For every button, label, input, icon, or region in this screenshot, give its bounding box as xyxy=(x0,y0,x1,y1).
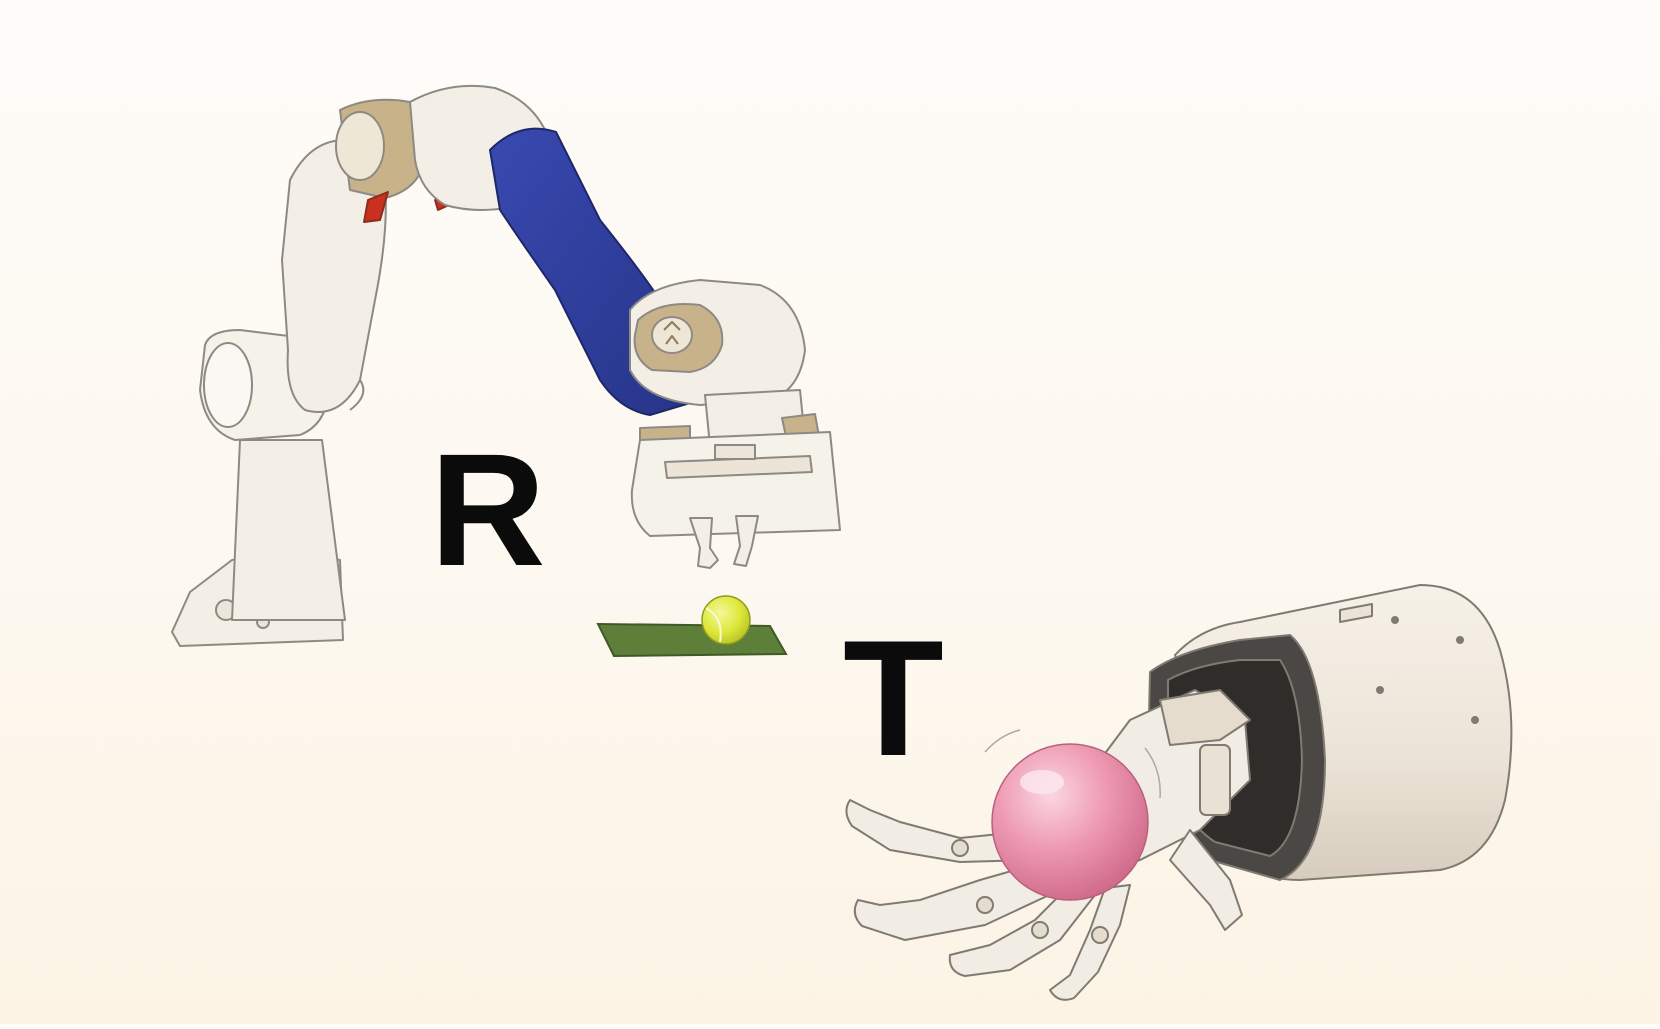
letter-t: T xyxy=(843,606,944,790)
hand-finger-3 xyxy=(948,879,1096,977)
green-mat xyxy=(596,622,788,658)
gripper-finger-left xyxy=(689,517,719,569)
hand-finger-4 xyxy=(1049,884,1131,1001)
hand-thumb xyxy=(1169,829,1243,931)
letter-r: R xyxy=(430,420,546,599)
pink-sphere xyxy=(984,729,1161,901)
gripper xyxy=(630,431,841,569)
tennis-ball xyxy=(701,595,751,645)
hand-finger-1 xyxy=(845,799,1041,863)
hand-finger-2 xyxy=(853,859,1061,941)
arm-lower-link xyxy=(231,439,346,621)
arm-red-accent xyxy=(363,191,389,223)
arm-upper-link xyxy=(281,139,387,413)
robot-arm xyxy=(171,84,821,647)
gripper-finger-right xyxy=(733,515,759,567)
